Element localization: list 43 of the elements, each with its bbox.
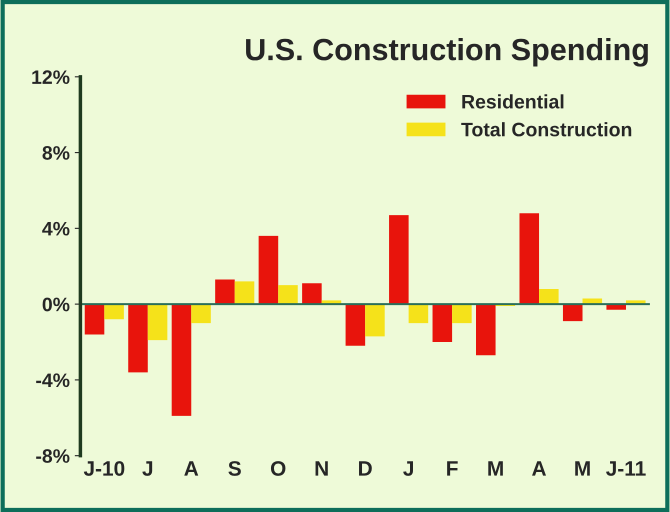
x-tick-label: S (228, 461, 241, 476)
bar (408, 304, 428, 324)
bar (452, 304, 472, 324)
x-tick-label: M (488, 461, 503, 476)
y-tick-label: 8% (42, 146, 70, 160)
x-tick-label: D (359, 461, 372, 476)
bar (84, 304, 104, 334)
bar (365, 304, 385, 336)
bar (104, 304, 124, 320)
bar (432, 304, 452, 342)
x-tick-label: M (575, 461, 590, 476)
x-tick-label: A (184, 461, 198, 476)
bar (389, 215, 409, 304)
bar (128, 304, 148, 372)
bar (191, 304, 211, 324)
bar (539, 288, 559, 304)
x-tick-label: J-10 (84, 461, 124, 476)
bar (346, 304, 366, 346)
bar (562, 304, 583, 322)
legend-label: Total Construction (461, 122, 632, 136)
bar (172, 304, 192, 416)
x-tick-label: O (270, 461, 286, 476)
x-tick-label: A (532, 461, 546, 476)
y-tick-label: 0% (42, 298, 70, 312)
x-tick-label: J (142, 461, 152, 476)
y-tick-label: 12% (32, 70, 70, 84)
bar (519, 213, 540, 304)
bar (215, 280, 235, 304)
bar (234, 281, 254, 304)
bar (476, 304, 496, 356)
bar (302, 283, 322, 304)
x-tick-label: N (316, 461, 328, 476)
y-tick-label: 4% (42, 222, 70, 236)
x-tick-label: J-11 (606, 461, 646, 476)
legend-label: Residential (462, 94, 564, 109)
bar (258, 236, 278, 304)
bar (278, 285, 298, 304)
chart-title: U.S. Construction Spending (246, 38, 648, 67)
x-tick-label: F (447, 461, 458, 476)
x-tick-label: J (403, 461, 413, 476)
y-tick-label: -8% (36, 449, 70, 463)
bar (148, 304, 168, 340)
y-tick-label: -4% (36, 373, 70, 388)
